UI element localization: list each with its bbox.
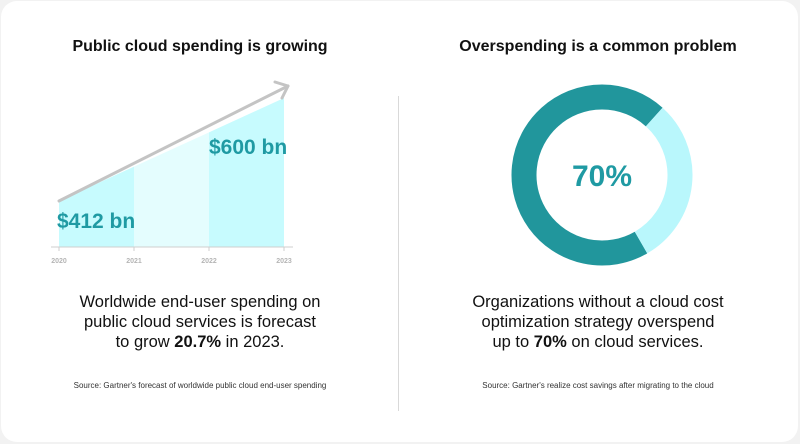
- left-desc-line1: Worldwide end-user spending on: [79, 293, 321, 311]
- donut-slice-1: [511, 84, 663, 266]
- x-tick-label-2021: 2021: [126, 258, 142, 265]
- right-title: Overspending is a common problem: [459, 38, 737, 55]
- donut-center-label: 70%: [572, 160, 632, 193]
- right-desc-line1: Organizations without a cloud cost: [472, 293, 724, 311]
- right-desc-line3-prefix: up to: [492, 333, 534, 351]
- right-panel: Overspending is a common problem 70% Org…: [399, 1, 797, 442]
- right-desc-line3-bold: 70%: [533, 333, 567, 351]
- area-segment-2020-2021: [59, 166, 134, 247]
- right-source: Source: Gartner's realize cost savings a…: [482, 381, 714, 390]
- x-tick-label-2023: 2023: [276, 258, 292, 265]
- left-panel: Public cloud spending is growing 2020 202…: [1, 1, 399, 442]
- area-segment-2021-2022: [134, 132, 209, 247]
- trend-arrow-line: [57, 84, 290, 203]
- right-desc-line3-suffix: on cloud services.: [566, 333, 704, 351]
- spending-area-chart: 2020 2021 2022 2023 $412 bn $600 bn: [51, 80, 293, 265]
- left-source: Source: Gartner's forecast of worldwide …: [73, 381, 327, 390]
- right-description: Organizations without a cloud cost optim…: [399, 292, 797, 352]
- overspending-donut-chart: 70%: [511, 84, 693, 266]
- trend-arrow-head: [273, 80, 290, 100]
- area-segment-2022-2023: [209, 98, 284, 247]
- right-desc-line2: optimization strategy overspend: [481, 313, 715, 331]
- left-desc-line3: to grow 20.7% in 2023.: [1, 332, 399, 352]
- left-desc-line2: public cloud services is forecast: [83, 313, 316, 331]
- data-label-2020: $412 bn: [57, 210, 135, 233]
- left-desc-line3-bold: 20.7%: [174, 333, 222, 351]
- data-label-2023: $600 bn: [209, 136, 287, 159]
- left-desc-line3-suffix: in 2023.: [221, 333, 285, 351]
- x-tick-label-2022: 2022: [201, 258, 217, 265]
- left-title: Public cloud spending is growing: [72, 38, 328, 55]
- right-desc-line3: up to 70% on cloud services.: [399, 332, 797, 352]
- left-description: Worldwide end-user spending on public cl…: [1, 292, 399, 352]
- donut-slice-2: [634, 107, 693, 254]
- panel-divider: [398, 96, 399, 411]
- x-tick-label-2020: 2020: [51, 258, 67, 265]
- left-desc-line3-prefix: to grow: [115, 333, 175, 351]
